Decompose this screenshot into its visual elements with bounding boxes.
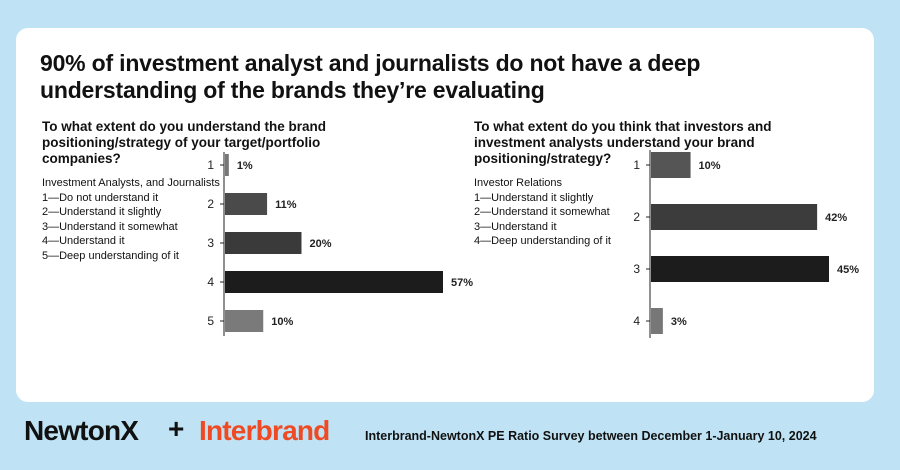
- y-tick-label: 1: [633, 158, 640, 172]
- left-legend-item: 1—Do not understand it: [42, 191, 159, 204]
- bar-value-label: 20%: [309, 238, 331, 250]
- y-tick-label: 3: [207, 236, 214, 250]
- right-legend: Investor Relations 1—Understand it sligh…: [474, 176, 654, 249]
- bar-value-label: 57%: [451, 277, 473, 289]
- bar-value-label: 10%: [271, 316, 293, 328]
- right-legend-group: Investor Relations: [474, 177, 563, 189]
- newtonx-logo: NewtonX: [24, 415, 139, 446]
- y-tick-label: 1: [207, 158, 214, 172]
- right-bar-chart: 1 10% 2 42% 3 45% 4 3%: [633, 150, 859, 338]
- plus-sign: +: [168, 413, 185, 444]
- bar-value-label: 42%: [825, 212, 847, 224]
- right-legend-item: 2—Understand it somewhat: [474, 206, 610, 218]
- bar-value-label: 11%: [275, 199, 297, 211]
- bar: [651, 308, 663, 334]
- interbrand-logo: Interbrand: [199, 415, 330, 446]
- bar: [225, 310, 264, 332]
- y-tick-label: 5: [207, 314, 214, 328]
- y-tick-label: 3: [633, 262, 640, 276]
- bar: [651, 204, 818, 230]
- right-question: To what extent do you think that investo…: [474, 119, 772, 166]
- right-legend-item: 3—Understand it: [474, 220, 557, 233]
- source-note: Interbrand-NewtonX PE Ratio Survey betwe…: [365, 429, 817, 443]
- bar: [225, 232, 302, 254]
- bar: [225, 154, 229, 176]
- bar-value-label: 3%: [671, 316, 687, 328]
- bar-value-label: 1%: [237, 160, 253, 172]
- bar: [651, 256, 829, 282]
- left-legend: Investment Analysts, and Journalists 1—D…: [42, 176, 222, 263]
- bar: [225, 193, 268, 215]
- left-question: To what extent do you understand the bra…: [42, 119, 327, 166]
- bar: [225, 271, 443, 293]
- left-legend-item: 3—Understand it somewhat: [42, 220, 178, 233]
- right-legend-item: 1—Understand it slightly: [474, 191, 594, 204]
- left-legend-item: 5—Deep understanding of it: [42, 249, 179, 262]
- bar-value-label: 10%: [699, 160, 721, 172]
- right-legend-item: 4—Deep understanding of it: [474, 235, 611, 247]
- y-tick-label: 4: [207, 275, 214, 289]
- left-bar-chart: 1 1%2 11%3 20%4 57%5 10%: [207, 152, 473, 336]
- left-legend-item: 4—Understand it: [42, 235, 125, 247]
- y-tick-label: 2: [207, 197, 214, 211]
- left-legend-group: Investment Analysts, and Journalists: [42, 177, 220, 189]
- y-tick-label: 2: [633, 210, 640, 224]
- footer: NewtonX + Interbrand Interbrand-NewtonX …: [0, 402, 900, 470]
- headline: 90% of investment analyst and journalist…: [40, 50, 701, 103]
- left-legend-item: 2—Understand it slightly: [42, 206, 162, 218]
- y-tick-label: 4: [633, 314, 640, 328]
- bar-value-label: 45%: [837, 264, 859, 276]
- bar: [651, 152, 691, 178]
